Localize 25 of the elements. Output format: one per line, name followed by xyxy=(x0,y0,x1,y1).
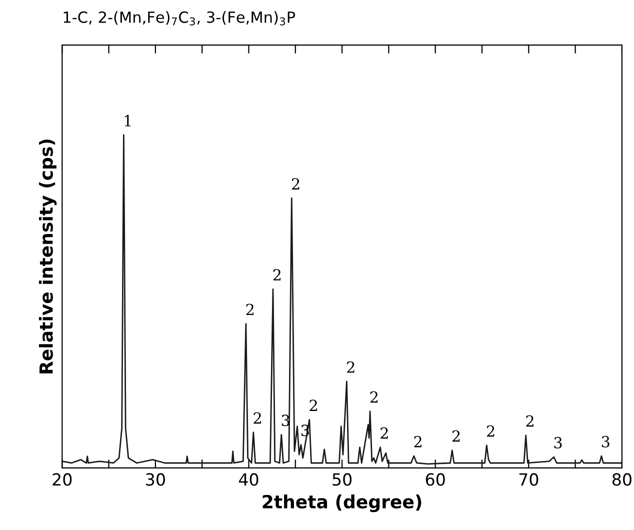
x-tick-label: 70 xyxy=(519,473,538,486)
annotation: 2 xyxy=(310,400,317,411)
annotation: 3 xyxy=(602,436,610,448)
y-axis-title: Relative intensity (cps) xyxy=(38,140,57,374)
annotation: 2 xyxy=(526,415,534,427)
annotation: 3 xyxy=(554,436,562,448)
x-tick-label: 60 xyxy=(426,473,445,486)
x-tick-label: 20 xyxy=(52,473,72,486)
chart-title: 1-C, 2-(Mn,Fe)$_{7}$C$_{3}$, 3-(Fe,Mn)$_{3}$P xyxy=(64,11,296,26)
x-tick-label: 50 xyxy=(332,473,352,486)
annotation: 2 xyxy=(254,412,261,424)
annotation: 2 xyxy=(452,430,460,442)
x-tick-label: 40 xyxy=(238,473,258,486)
annotation: 2 xyxy=(380,427,388,439)
annotation: 2 xyxy=(414,436,422,448)
annotation: 2 xyxy=(370,391,378,403)
x-tick-label: 30 xyxy=(146,473,165,486)
annotation: 2 xyxy=(246,304,254,316)
x-axis-title: 2theta (degree) xyxy=(262,494,422,512)
annotation: 2 xyxy=(487,425,494,437)
annotation: 2 xyxy=(347,361,354,373)
annotation: 2 xyxy=(273,269,281,280)
annotation: 1 xyxy=(124,114,131,126)
x-tick-label: 80 xyxy=(612,473,632,486)
annotation: 2 xyxy=(292,178,300,190)
